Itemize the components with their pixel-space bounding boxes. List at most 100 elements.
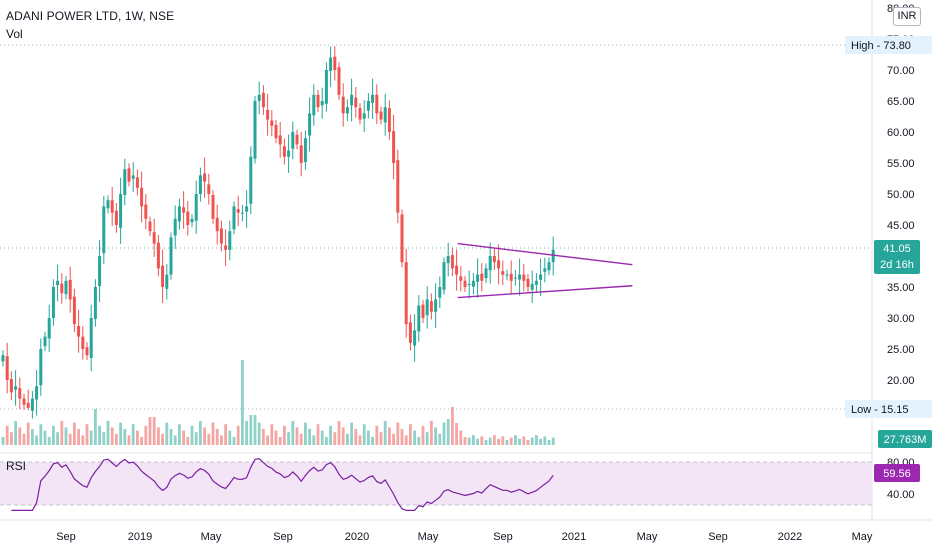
volume-bar (14, 421, 17, 445)
candle-body (425, 299, 429, 316)
candle (413, 314, 417, 362)
volume-bar (514, 435, 517, 445)
rsi-legend-label[interactable]: RSI (6, 459, 27, 473)
candle-body (152, 232, 156, 244)
volume-bar (543, 436, 547, 445)
volume-bar (400, 429, 404, 445)
candle (93, 279, 97, 327)
volume-legend-label[interactable]: Vol (6, 27, 23, 41)
candle-body (278, 135, 282, 145)
volume-bar (295, 427, 299, 445)
volume-bar (152, 417, 156, 445)
volume-bar (165, 422, 169, 445)
candle (366, 93, 370, 119)
candle (261, 85, 265, 115)
candle-body (198, 175, 202, 194)
candle-body (324, 70, 328, 104)
candle (257, 81, 261, 115)
candle-body (85, 347, 89, 356)
candle (51, 279, 55, 326)
candle-body (282, 146, 286, 157)
candle (467, 270, 471, 299)
candle-body (442, 262, 446, 290)
volume-bar (308, 429, 311, 445)
volume-bar (375, 425, 379, 445)
candle (47, 304, 51, 352)
candle (194, 180, 198, 234)
candle-body (350, 94, 354, 106)
candle (408, 314, 412, 351)
candle-body (413, 330, 417, 346)
candle-body (455, 265, 459, 275)
candle (362, 100, 366, 132)
candle (26, 389, 30, 411)
volume-bar (257, 422, 261, 445)
candle (219, 220, 223, 252)
candle (509, 260, 513, 295)
volume-bar (10, 432, 13, 445)
volume-bar (148, 417, 152, 445)
candle-body (446, 256, 450, 264)
candle-body (245, 206, 249, 212)
volume-bar (467, 437, 471, 445)
volume-bar (509, 437, 513, 445)
volume-bar (476, 438, 479, 445)
candle (182, 191, 186, 229)
candle (156, 234, 160, 277)
candle-body (316, 94, 320, 108)
candle-body (135, 177, 139, 188)
candle (337, 62, 341, 100)
candle-body (215, 217, 219, 232)
candle-body (169, 237, 173, 275)
volume-bar (459, 430, 463, 445)
candle (539, 258, 543, 296)
price-tick-label: 55.00 (887, 158, 915, 170)
candle (190, 213, 194, 228)
candle-body (303, 138, 307, 163)
candle-body (366, 101, 370, 111)
candle-body (26, 402, 30, 408)
candle-body (266, 109, 270, 120)
candle-body (362, 113, 366, 119)
symbol-title[interactable]: ADANI POWER LTD, 1W, NSE (6, 9, 175, 23)
candle-body (211, 194, 215, 219)
candle (72, 288, 76, 332)
volume-bar (451, 407, 454, 445)
candle-body (463, 280, 467, 287)
candle-body (333, 56, 337, 70)
candle (417, 295, 421, 342)
time-tick-label: 2021 (562, 531, 586, 543)
candle-body (392, 131, 396, 163)
candle-body (81, 336, 85, 349)
candle (9, 371, 13, 401)
candle (106, 195, 110, 214)
currency-button[interactable]: INR (893, 7, 921, 26)
candle (43, 331, 47, 352)
volume-bar (526, 440, 530, 445)
candle-body (375, 94, 379, 114)
rsi-band (0, 462, 872, 505)
candle (341, 83, 345, 127)
candle-body (219, 228, 223, 244)
volume-bar (60, 421, 64, 445)
candle-body (123, 169, 127, 195)
volume-bar (194, 432, 198, 445)
candle-body (501, 271, 505, 275)
candle (350, 78, 354, 122)
candle (455, 249, 459, 291)
candle (253, 96, 257, 164)
volume-bar (455, 423, 458, 445)
volume-bar (43, 430, 47, 445)
candle-body (505, 274, 509, 276)
candle (165, 264, 169, 300)
volume-bar (367, 430, 370, 445)
rsi-tick-label: 40.00 (887, 489, 915, 501)
candle-body (308, 113, 312, 136)
rsi-line (11, 458, 554, 511)
rsi-badge: 59.56 (874, 464, 920, 482)
time-tick-label: 2020 (345, 531, 369, 543)
volume-bar (396, 422, 400, 445)
candle-body (295, 134, 299, 145)
